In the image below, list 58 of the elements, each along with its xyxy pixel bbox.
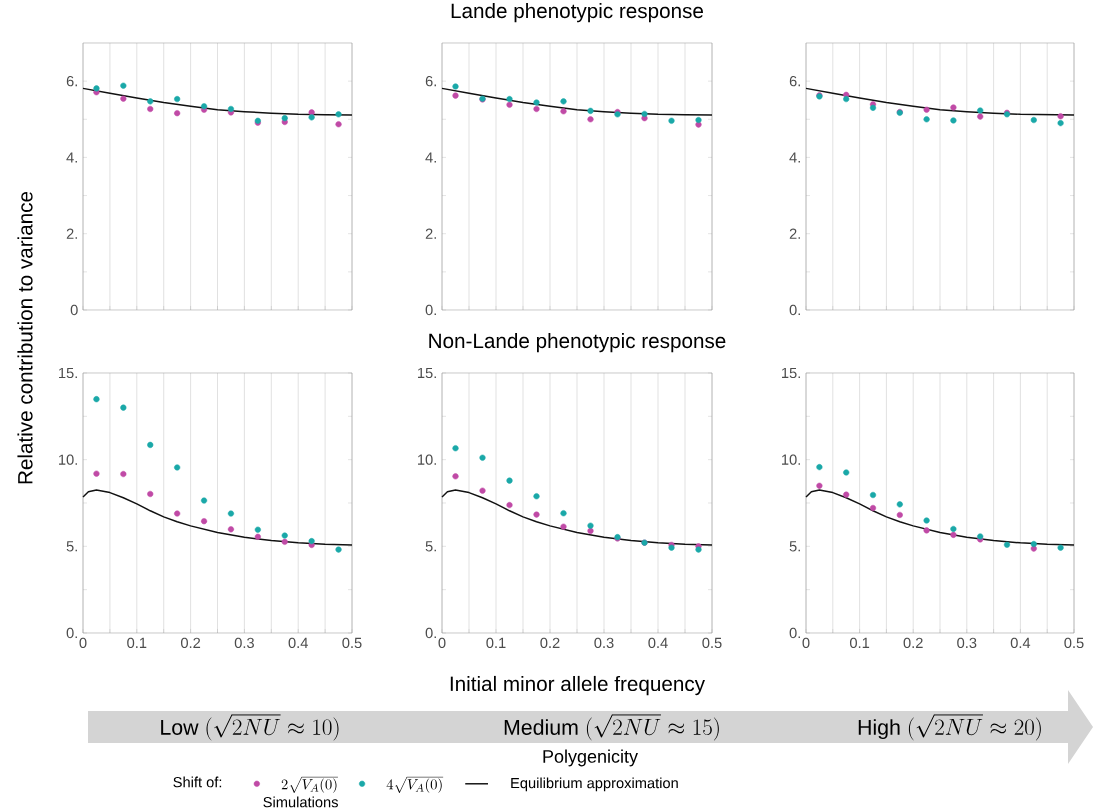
y-tick-label: 4. — [66, 152, 77, 163]
chart-title: Non-Lande phenotypic response — [429, 333, 726, 353]
x-tick-label: 0 — [802, 637, 810, 649]
legend-label: $2\sqrt{V_A(0)}$ — [281, 776, 338, 793]
y-tick-label: 4. — [425, 152, 436, 163]
x-tick-label: 0 — [438, 637, 446, 649]
y-tick-label: 0 — [70, 304, 78, 316]
y-tick-label: 10. — [418, 454, 436, 465]
y-axis-title: Relative contribution to variance — [17, 191, 33, 484]
y-tick-label: 6. — [66, 75, 77, 87]
x-tick-label: 0.5 — [702, 637, 722, 649]
text: Simulations — [263, 796, 338, 808]
y-tick-label: 10. — [782, 454, 800, 465]
y-tick-label: 2. — [789, 228, 800, 239]
y-tick-label: 0. — [789, 627, 800, 639]
x-tick-label: 0.5 — [342, 637, 362, 649]
x-tick-label: 0.3 — [234, 637, 254, 649]
x-tick-label: 0.5 — [1064, 637, 1084, 649]
y-tick-label: 6. — [425, 75, 436, 87]
legend-label: $4\sqrt{V_A(0)}$ — [386, 776, 444, 793]
text: Medium — [504, 719, 578, 735]
x-axis-title: Initial minor allele frequency — [450, 675, 705, 696]
x-tick-label: 0.4 — [648, 637, 668, 649]
y-tick-label: 5. — [66, 541, 77, 552]
y-tick-label: 15. — [418, 367, 436, 379]
y-tick-label: 6. — [789, 75, 800, 87]
y-tick-label: 10. — [59, 454, 77, 465]
y-tick-label: 2. — [66, 228, 77, 239]
legend-label: Equilibrium approximation — [511, 777, 678, 792]
y-tick-label: 5. — [789, 541, 800, 552]
x-tick-label: 0.3 — [957, 637, 977, 649]
x-tick-label: 0 — [79, 637, 87, 649]
y-tick-label: 15. — [59, 367, 77, 379]
text: $(\sqrt{2NU}\approx 15)$ — [586, 714, 719, 741]
y-tick-label: 0. — [425, 304, 436, 316]
y-tick-label: 0. — [66, 627, 77, 639]
y-tick-label: 5. — [425, 541, 436, 552]
x-tick-label: 0.1 — [486, 637, 506, 649]
text: $(\sqrt{2NU}\approx 20)$ — [908, 714, 1041, 741]
y-tick-label: 0. — [425, 627, 436, 639]
text: $(\sqrt{2NU}\approx 10)$ — [206, 714, 339, 741]
text: High — [858, 719, 900, 740]
x-tick-label: 0.1 — [127, 637, 147, 649]
y-tick-label: 4. — [789, 152, 800, 163]
x-tick-label: 0.4 — [288, 637, 308, 649]
legend-title: Shift of: — [173, 776, 222, 788]
text: Polygenicity — [543, 749, 638, 767]
x-tick-label: 0.3 — [594, 637, 614, 649]
x-tick-label: 0.2 — [903, 637, 923, 649]
x-tick-label: 0.2 — [180, 637, 201, 649]
y-tick-label: 15. — [782, 367, 800, 379]
chart-title: Lande phenotypic response — [451, 3, 703, 23]
text: Low — [161, 719, 199, 735]
y-tick-label: 0. — [789, 304, 800, 316]
x-tick-label: 0.2 — [540, 637, 560, 649]
x-tick-label: 0.4 — [1010, 637, 1031, 649]
x-tick-label: 0.1 — [849, 637, 870, 649]
y-tick-label: 2. — [425, 228, 436, 239]
